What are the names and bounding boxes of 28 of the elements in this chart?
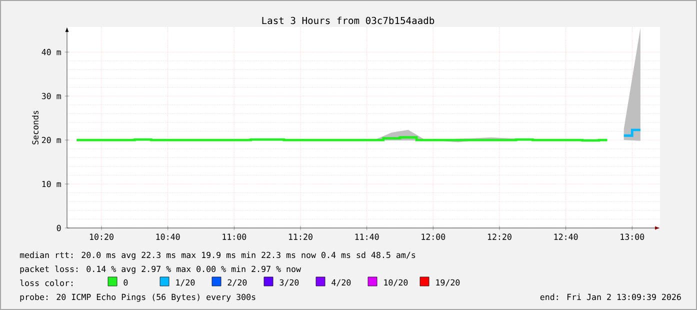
legend-label: 4/20 — [332, 279, 351, 286]
x-tick-label: 13:00 — [620, 234, 644, 240]
x-tick-label: 11:20 — [288, 234, 312, 240]
y-tick-label: 20 m — [42, 136, 61, 144]
text: packet loss: 0.14 % avg 2.97 % max 0.00 % min 2.97 % now — [20, 266, 301, 274]
legend-label: 2/20 — [228, 279, 247, 286]
x-tick-label: 11:00 — [222, 234, 246, 240]
chart-title: Last 3 Hours from 03c7b154aadb — [262, 16, 434, 24]
legend-label: 0 — [124, 279, 128, 286]
x-tick-label: 11:40 — [355, 234, 379, 240]
legend-label: 19/20 — [436, 279, 460, 286]
y-tick-label: 30 m — [42, 92, 61, 100]
y-tick-label: 10 m — [42, 180, 61, 188]
y-axis-title: Seconds — [32, 110, 38, 144]
x-tick-label: 12:20 — [488, 234, 512, 240]
x-tick-label: 10:20 — [90, 234, 114, 240]
text: probe: 20 ICMP Echo Pings (56 Bytes) every 300s — [20, 294, 256, 302]
text: median rtt: 20.0 ms avg 22.3 ms max 19.9 ms min 22.3 ms now 0.4 ms sd 48.5 am/s — [20, 252, 416, 260]
legend-label: 10/20 — [384, 279, 408, 286]
y-tick-label: 40 m — [42, 48, 61, 56]
x-tick-label: 12:40 — [554, 234, 578, 240]
x-tick-label: 10:40 — [156, 234, 180, 240]
legend-label: 1/20 — [176, 279, 195, 286]
x-tick-label: 12:00 — [422, 234, 446, 240]
y-tick-label: 0 — [56, 224, 61, 232]
legend-label: 3/20 — [280, 279, 299, 286]
text: end: Fri Jan 2 13:09:39 2026 — [540, 294, 681, 300]
legend-title: loss color: — [20, 280, 73, 286]
